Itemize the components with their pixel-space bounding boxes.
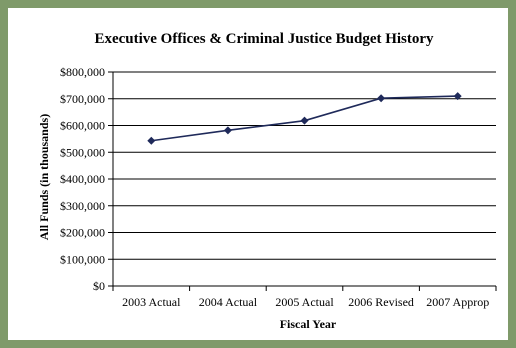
x-axis-title: Fiscal Year	[280, 317, 337, 331]
x-tick-label: 2005 Actual	[275, 295, 334, 309]
axes	[108, 71, 497, 291]
y-tick-label: $600,000	[60, 119, 105, 133]
x-tick-label: 2007 Approp	[426, 295, 489, 309]
y-tick-label: $100,000	[60, 252, 105, 266]
y-tick-label: $800,000	[60, 65, 105, 79]
x-tick-labels: 2003 Actual 2004 Actual 2005 Actual 2006 Re…	[122, 295, 489, 309]
data-point-marker	[377, 94, 386, 103]
y-tick-label: $300,000	[60, 199, 105, 213]
x-tick-label: 2004 Actual	[199, 295, 258, 309]
x-tick-label: 2006 Revised	[348, 295, 414, 309]
y-tick-label: $0	[93, 279, 105, 293]
data-point-marker	[147, 136, 156, 145]
data-point-marker	[453, 92, 462, 101]
data-point-marker	[300, 116, 309, 125]
gridlines	[113, 71, 496, 260]
y-tick-label: $400,000	[60, 172, 105, 186]
series	[147, 92, 462, 145]
chart-title: Executive Offices & Criminal Justice Bud…	[94, 31, 434, 47]
y-tick-label: $200,000	[60, 226, 105, 240]
data-point-marker	[223, 126, 232, 135]
y-tick-label: $500,000	[60, 145, 105, 159]
y-axis-title: All Funds (in thousands)	[37, 114, 51, 240]
y-tick-label: $700,000	[60, 92, 105, 106]
y-tick-labels: $0 $100,000 $200,000 $300,000 $400,000 $500,0…	[60, 65, 105, 293]
x-tick-label: 2003 Actual	[122, 295, 181, 309]
